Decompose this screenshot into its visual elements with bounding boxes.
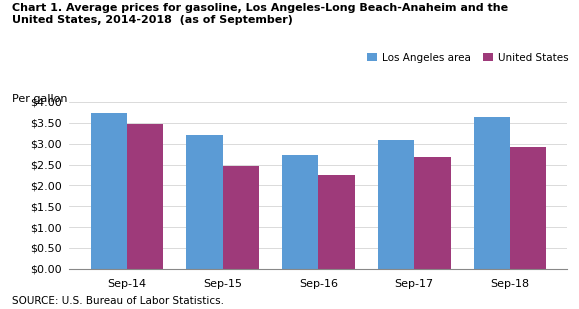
Bar (282, 155, 318, 269)
Bar (318, 175, 355, 269)
Bar (378, 139, 414, 269)
Legend: Los Angeles area, United States: Los Angeles area, United States (363, 49, 573, 67)
Text: SOURCE: U.S. Bureau of Labor Statistics.: SOURCE: U.S. Bureau of Labor Statistics. (12, 296, 223, 306)
Bar (414, 158, 450, 269)
Bar (474, 116, 510, 269)
Text: Per gallon: Per gallon (12, 94, 67, 104)
Bar (186, 135, 223, 269)
Text: Chart 1. Average prices for gasoline, Los Angeles-Long Beach-Anaheim and the
Uni: Chart 1. Average prices for gasoline, Lo… (12, 3, 508, 25)
Bar (510, 146, 547, 269)
Bar (127, 125, 163, 269)
Bar (223, 166, 259, 269)
Bar (90, 113, 127, 269)
